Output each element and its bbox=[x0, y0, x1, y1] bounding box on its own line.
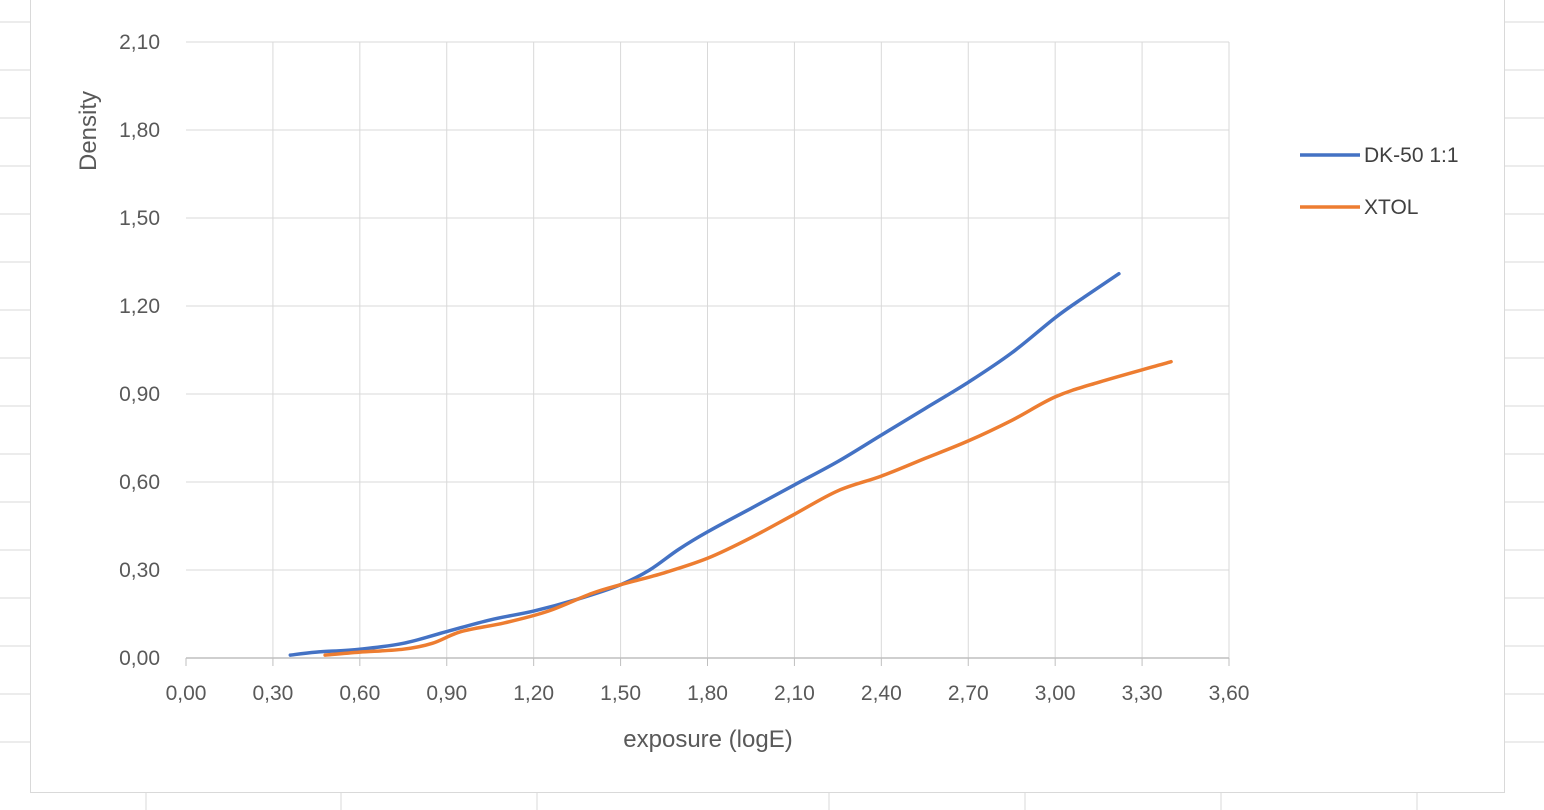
tick-labels: 0,00 0,30 0,60 0,90 1,20 1,50 1,80 2,10 2,40 2,70… bbox=[119, 31, 1249, 705]
y-tick-label: 0,30 bbox=[119, 559, 160, 582]
x-tick-label: 3,30 bbox=[1122, 682, 1163, 705]
axes bbox=[185, 657, 1230, 666]
y-tick-label: 0,00 bbox=[119, 647, 160, 670]
x-tick-label: 2,40 bbox=[861, 682, 902, 705]
y-tick-label: 1,20 bbox=[119, 295, 160, 318]
y-tick-label: 0,60 bbox=[119, 471, 160, 494]
y-tick-label: 2,10 bbox=[119, 31, 160, 54]
legend-label-dk-50-1-1: DK-50 1:1 bbox=[1364, 144, 1459, 167]
series-lines bbox=[288, 271, 1173, 657]
series-line-dk-50-1-1 bbox=[288, 271, 1121, 657]
x-tick-label: 3,00 bbox=[1035, 682, 1076, 705]
x-tick-label: 2,70 bbox=[948, 682, 989, 705]
y-tick-label: 1,50 bbox=[119, 207, 160, 230]
y-tick-label: 1,80 bbox=[119, 119, 160, 142]
gridlines bbox=[186, 41, 1230, 658]
y-tick-label: 0,90 bbox=[119, 383, 160, 406]
chart-area[interactable] bbox=[30, 0, 1505, 793]
x-tick-label: 2,10 bbox=[774, 682, 815, 705]
x-tick-label: 0,90 bbox=[426, 682, 467, 705]
x-tick-label: 1,20 bbox=[513, 682, 554, 705]
x-tick-label: 3,60 bbox=[1209, 682, 1250, 705]
x-axis-title: exposure (logE) bbox=[623, 726, 792, 753]
y-axis-title: Density bbox=[75, 91, 102, 171]
x-tick-label: 1,80 bbox=[687, 682, 728, 705]
x-tick-label: 0,60 bbox=[339, 682, 380, 705]
legend-label-xtol: XTOL bbox=[1364, 196, 1418, 219]
series-line-xtol bbox=[323, 359, 1173, 657]
x-tick-label: 0,30 bbox=[252, 682, 293, 705]
x-tick-label: 0,00 bbox=[166, 682, 207, 705]
x-tick-label: 1,50 bbox=[600, 682, 641, 705]
legend: DK-50 1:1 XTOL bbox=[1300, 144, 1459, 219]
